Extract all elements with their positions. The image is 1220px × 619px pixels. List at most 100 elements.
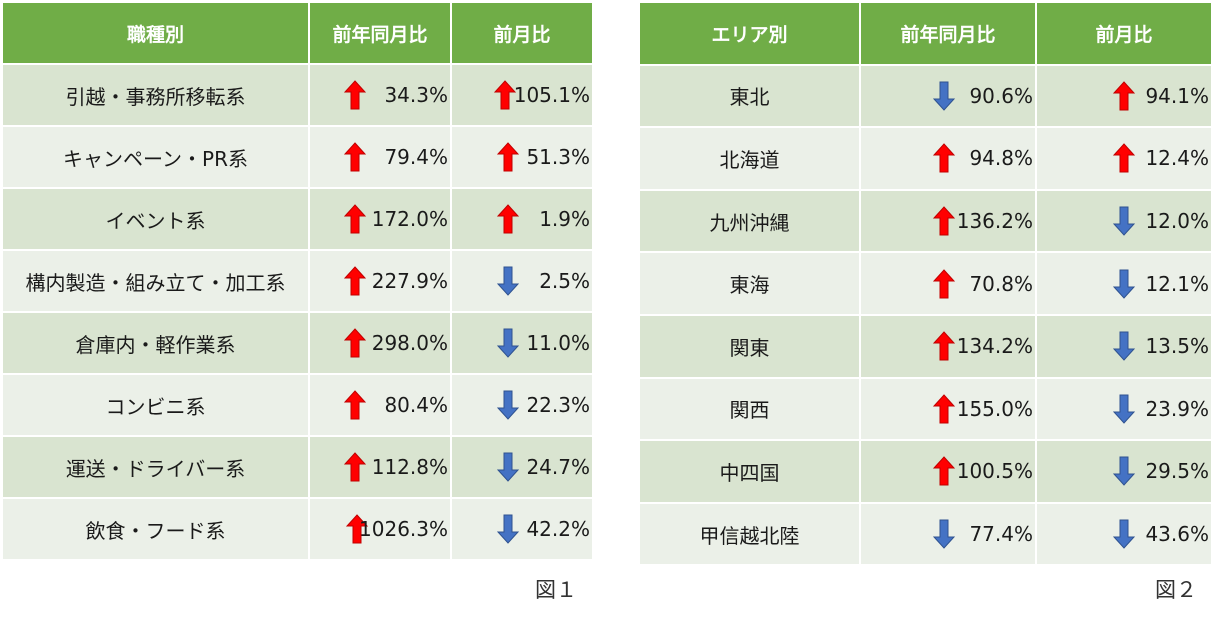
arrow-up-icon [346, 514, 368, 544]
mom-cell: 2.5% [452, 251, 594, 313]
yoy-cell: 100.5% [861, 441, 1037, 504]
row-label: キャンペーン・PR系 [3, 127, 310, 189]
yoy-value: 34.3% [384, 83, 448, 107]
table-row: 飲食・フード系 1026.3% 42.2% [3, 499, 594, 561]
row-label: 引越・事務所移転系 [3, 65, 310, 127]
arrow-up-icon [344, 328, 366, 358]
yoy-value: 90.6% [969, 83, 1033, 108]
yoy-cell: 1026.3% [310, 499, 452, 561]
arrow-down-icon [497, 266, 519, 296]
arrow-up-icon [344, 80, 366, 110]
table-row: イベント系 172.0% 1.9% [3, 189, 594, 251]
mom-cell: 105.1% [452, 65, 594, 127]
table-row: キャンペーン・PR系 79.4% 51.3% [3, 127, 594, 189]
mom-cell: 12.4% [1037, 128, 1213, 191]
arrow-up-icon [497, 142, 519, 172]
yoy-value: 136.2% [956, 209, 1033, 234]
yoy-value: 134.2% [956, 334, 1033, 359]
mom-value: 22.3% [526, 393, 590, 417]
table-row: 運送・ドライバー系 112.8% 24.7% [3, 437, 594, 499]
row-label: 運送・ドライバー系 [3, 437, 310, 499]
arrow-down-icon [497, 328, 519, 358]
yoy-cell: 77.4% [861, 503, 1037, 567]
mom-value: 43.6% [1145, 522, 1209, 547]
figure-caption-2: 図２ [1155, 578, 1197, 602]
arrow-up-icon [497, 204, 519, 234]
table-row: 甲信越北陸 77.4% 43.6% [640, 503, 1213, 567]
yoy-cell: 80.4% [310, 375, 452, 437]
arrow-down-icon [1113, 519, 1135, 549]
row-label: 中四国 [640, 441, 861, 504]
mom-cell: 43.6% [1037, 503, 1213, 567]
mom-value: 105.1% [513, 83, 590, 107]
row-label: 東北 [640, 65, 861, 129]
mom-value: 2.5% [539, 269, 590, 293]
yoy-value: 94.8% [969, 146, 1033, 171]
mom-value: 23.9% [1145, 396, 1209, 421]
row-label: 構内製造・組み立て・加工系 [3, 251, 310, 313]
table-row: コンビニ系 80.4% 22.3% [3, 375, 594, 437]
arrow-up-icon [344, 142, 366, 172]
row-label: 東海 [640, 253, 861, 316]
arrow-up-icon [933, 206, 955, 236]
table-row: 中四国 100.5% 29.5% [640, 441, 1213, 504]
mom-value: 51.3% [526, 145, 590, 169]
yoy-value: 70.8% [969, 271, 1033, 296]
yoy-cell: 298.0% [310, 313, 452, 375]
arrow-down-icon [933, 81, 955, 111]
table-row: 九州沖縄 136.2% 12.0% [640, 190, 1213, 254]
yoy-cell: 112.8% [310, 437, 452, 499]
arrow-down-icon [1113, 394, 1135, 424]
yoy-cell: 70.8% [861, 253, 1037, 316]
row-label: 倉庫内・軽作業系 [3, 313, 310, 375]
arrow-down-icon [1113, 269, 1135, 299]
arrow-down-icon [497, 390, 519, 420]
yoy-cell: 94.8% [861, 128, 1037, 191]
yoy-value: 172.0% [371, 207, 448, 231]
row-label: イベント系 [3, 189, 310, 251]
table-row: 構内製造・組み立て・加工系 227.9% 2.5% [3, 251, 594, 313]
mom-value: 12.1% [1145, 271, 1209, 296]
mom-cell: 13.5% [1037, 315, 1213, 379]
row-label: 九州沖縄 [640, 190, 861, 254]
mom-cell: 23.9% [1037, 378, 1213, 442]
mom-value: 13.5% [1145, 334, 1209, 359]
mom-cell: 1.9% [452, 189, 594, 251]
arrow-up-icon [344, 266, 366, 296]
header-mom: 前月比 [452, 3, 594, 65]
mom-cell: 12.0% [1037, 190, 1213, 254]
arrow-up-icon [344, 390, 366, 420]
mom-cell: 11.0% [452, 313, 594, 375]
row-label: 甲信越北陸 [640, 503, 861, 567]
mom-cell: 29.5% [1037, 441, 1213, 504]
row-label: 関東 [640, 315, 861, 379]
arrow-down-icon [497, 452, 519, 482]
header-mom: 前月比 [1037, 3, 1213, 66]
yoy-value: 298.0% [371, 331, 448, 355]
arrow-up-icon [494, 80, 516, 110]
row-label: 飲食・フード系 [3, 499, 310, 561]
table-row: 関西 155.0% 23.9% [640, 378, 1213, 442]
yoy-cell: 136.2% [861, 190, 1037, 254]
table-row: 北海道 94.8% 12.4% [640, 128, 1213, 191]
arrow-down-icon [1113, 206, 1135, 236]
yoy-value: 155.0% [956, 396, 1033, 421]
yoy-value: 112.8% [371, 455, 448, 479]
mom-value: 12.4% [1145, 146, 1209, 171]
mom-cell: 24.7% [452, 437, 594, 499]
yoy-value: 80.4% [384, 393, 448, 417]
mom-cell: 12.1% [1037, 253, 1213, 316]
yoy-cell: 90.6% [861, 65, 1037, 129]
arrow-up-icon [933, 331, 955, 361]
row-label: 北海道 [640, 128, 861, 191]
row-label: コンビニ系 [3, 375, 310, 437]
arrow-up-icon [933, 268, 955, 299]
arrow-up-icon [933, 143, 955, 173]
area-table: エリア別 前年同月比 前月比 東北 90.6% 94.1% 北海道 94.8% 12.4%… [640, 3, 1213, 567]
yoy-cell: 172.0% [310, 189, 452, 251]
mom-value: 42.2% [526, 517, 590, 541]
table-row: 東海 70.8% 12.1% [640, 253, 1213, 316]
mom-value: 11.0% [526, 331, 590, 355]
arrow-down-icon [1113, 331, 1135, 362]
yoy-cell: 227.9% [310, 251, 452, 313]
